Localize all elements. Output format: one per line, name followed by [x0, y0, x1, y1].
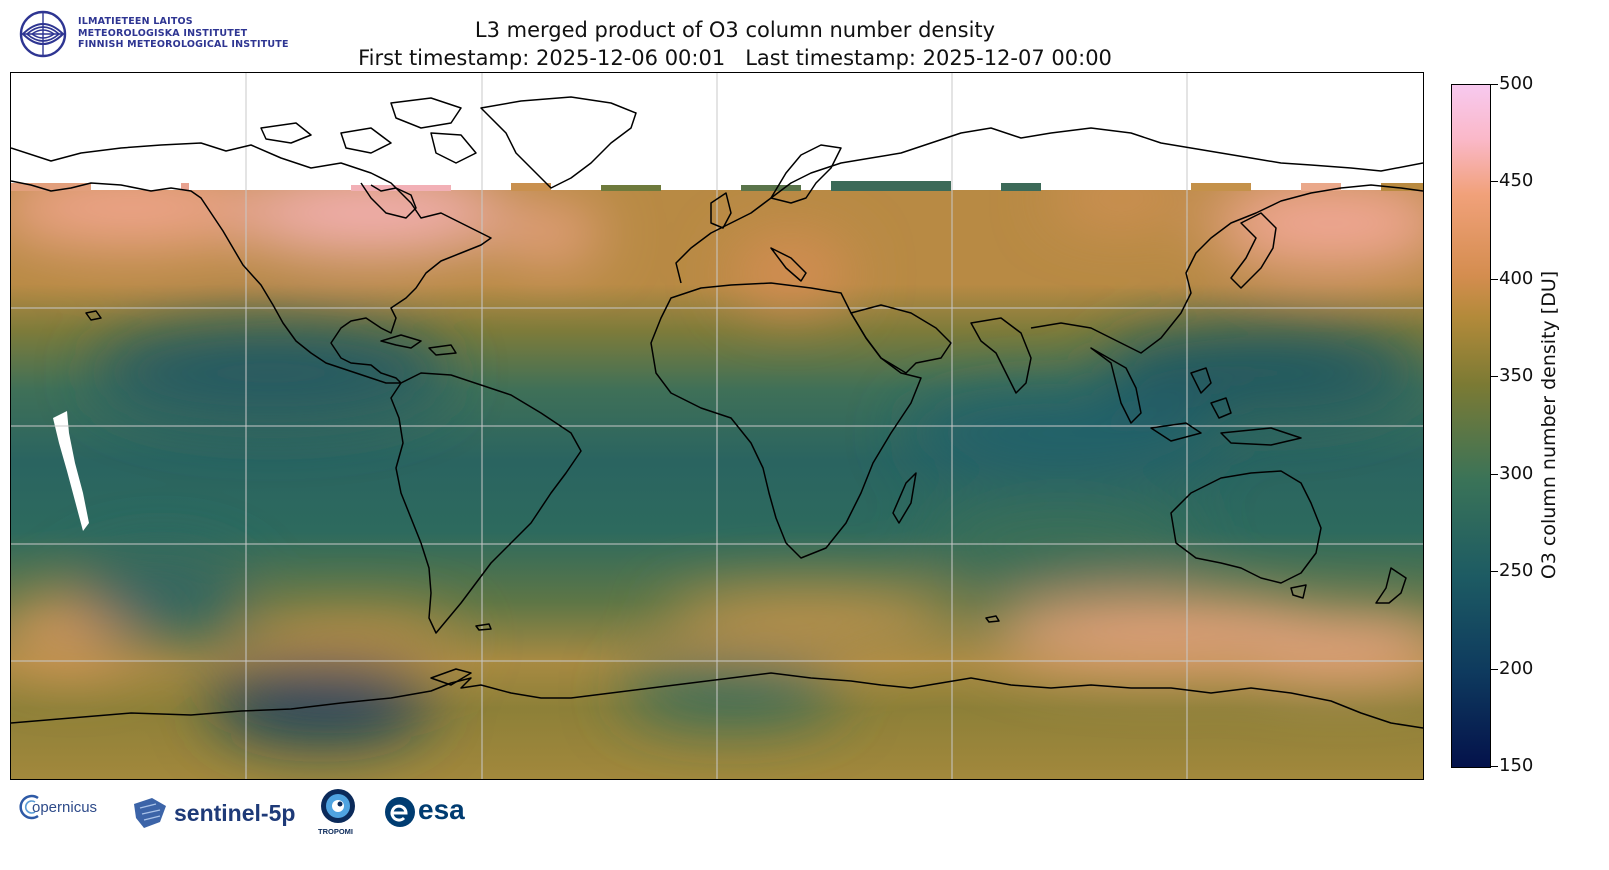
esa-text: esa [418, 794, 465, 825]
coast-japan [1230, 212, 1277, 289]
colorbar-tick [1490, 181, 1498, 182]
tropomi-eye-icon [321, 789, 355, 823]
colorbar-tick-label: 400 [1499, 268, 1534, 289]
colorbar-tick-label: 300 [1499, 463, 1534, 484]
sentinel-5p-logo: sentinel-5p [130, 792, 300, 832]
coast-east-asia [1030, 184, 1423, 354]
title-product: L3 merged product of O3 column number de… [474, 18, 996, 42]
coast-madagascar [892, 472, 917, 524]
coast-india [970, 317, 1032, 394]
partner-logos: opernicus sentinel-5p TROPOMI esa [18, 788, 498, 840]
colorbar-tick [1490, 474, 1498, 475]
coast-asia [850, 304, 952, 374]
copernicus-logo: opernicus [18, 792, 113, 822]
title-timestamps: First timestamp: 2025-12-06 00:01 Last t… [358, 46, 1112, 70]
ozone-map-svg [11, 73, 1423, 779]
plot-title: L3 merged product of O3 column number de… [10, 16, 1460, 72]
colorbar-tick [1490, 376, 1498, 377]
esa-logo: esa [384, 794, 484, 830]
fmi-logo [18, 10, 308, 60]
colorbar-tick [1490, 279, 1498, 280]
coast-south-america [390, 372, 582, 634]
fmi-emblem-icon [19, 10, 67, 58]
copernicus-c-icon [19, 794, 39, 820]
colorbar-tick-label: 150 [1499, 755, 1534, 776]
colorbar-tick [1490, 669, 1498, 670]
colorbar-tick-label: 250 [1499, 560, 1534, 581]
coastlines [11, 96, 1423, 729]
colorbar-tick-label: 200 [1499, 658, 1534, 679]
colorbar-tick-label: 450 [1499, 170, 1534, 191]
ozone-map [10, 72, 1424, 780]
coast-southeast-asia [1090, 347, 1142, 424]
gridlines [11, 73, 1423, 779]
institute-name-en: FINNISH METEOROLOGICAL INSTITUTE [78, 39, 289, 50]
coast-uk [710, 192, 732, 229]
institute-name-sv: METEOROLOGISKA INSTITUTET [78, 27, 248, 39]
copernicus-text: opernicus [32, 799, 98, 816]
orbit-gap [53, 411, 89, 531]
coast-australia [1170, 470, 1322, 584]
tropomi-text: TROPOMI [318, 827, 353, 836]
institute-name: ILMATIETEEN LAITOS METEOROLOGISKA INSTIT… [78, 16, 289, 51]
coast-greenland [480, 96, 637, 189]
colorbar-tick-label: 350 [1499, 365, 1534, 386]
colorbar [1451, 84, 1491, 768]
coast-africa [650, 282, 922, 559]
tropomi-logo: TROPOMI [316, 788, 362, 838]
coast-scandinavia [770, 144, 842, 204]
colorbar-tick [1490, 766, 1498, 767]
institute-name-fi: ILMATIETEEN LAITOS [78, 16, 193, 27]
coast-north-america [11, 142, 492, 384]
sentinel-5p-text: sentinel-5p [174, 800, 296, 826]
boundary-pixels [11, 181, 1423, 191]
sentinel-satellite-icon [134, 798, 166, 828]
coast-new-zealand [1375, 567, 1407, 604]
coast-italy [770, 247, 807, 282]
esa-emblem-icon [385, 797, 415, 827]
coast-hudson-bay [360, 182, 417, 219]
coast-antarctica [11, 672, 1423, 729]
colorbar-tick [1490, 571, 1498, 572]
colorbar-tick [1490, 84, 1498, 85]
coast-europe [675, 127, 1423, 284]
colorbar-label: O3 column number density [DU] [1538, 270, 1560, 580]
colorbar-tick-label: 500 [1499, 73, 1534, 94]
